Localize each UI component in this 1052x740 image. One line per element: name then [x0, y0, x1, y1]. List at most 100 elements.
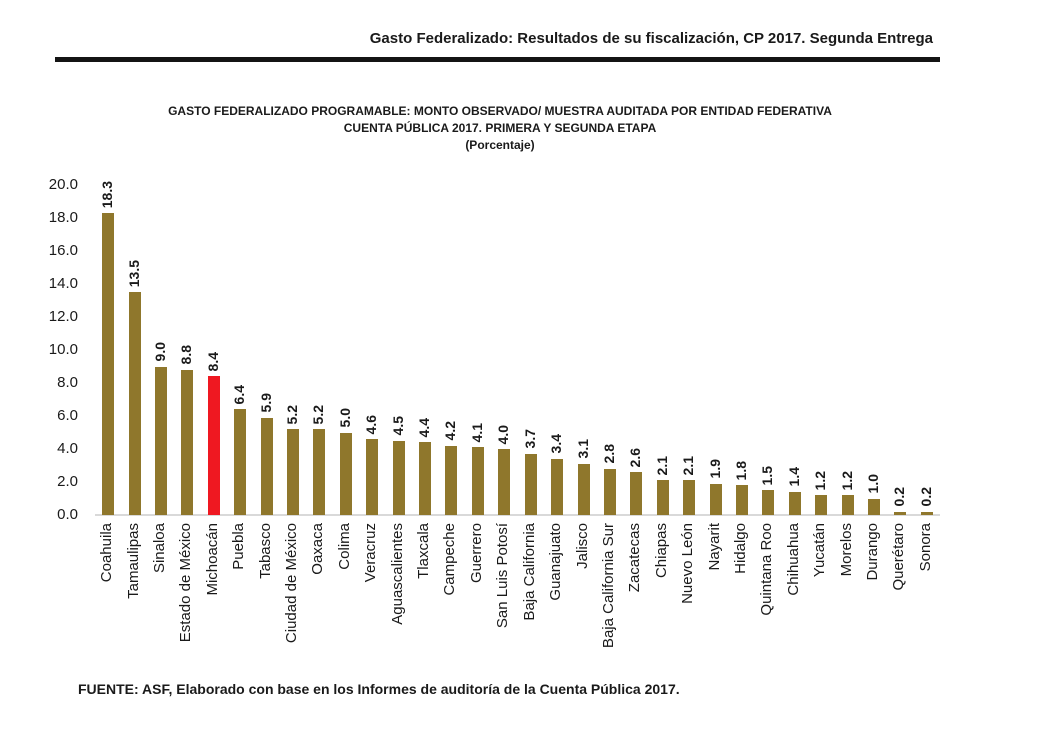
y-axis-tick-label: 14.0 — [48, 275, 78, 292]
bar-group: 1.2 Yucatán — [808, 185, 834, 577]
bar-category-label: Veracruz — [362, 523, 380, 583]
bar-category-label: Chiapas — [652, 523, 670, 579]
bar-value-label: 0.2 — [917, 487, 934, 507]
bar — [630, 472, 643, 515]
bar-category-label: Ciudad de México — [283, 523, 301, 644]
x-axis-line — [95, 514, 940, 516]
y-axis-tick-label: 8.0 — [57, 374, 78, 391]
bar-value-label: 2.1 — [680, 455, 697, 476]
bar-group: 2.1 Chiapas — [650, 185, 676, 578]
bar-category-label: Puebla — [230, 523, 248, 570]
bar-group: 1.2 Morelos — [834, 185, 860, 577]
bar-value-label: 2.1 — [653, 455, 670, 476]
bar-category-label: Tamaulipas — [124, 523, 142, 599]
bar — [445, 445, 458, 515]
bar-category-label: Colima — [335, 523, 353, 570]
bar-category-label: Estado de México — [177, 523, 195, 643]
bar-value-label: 1.9 — [706, 459, 723, 479]
bar-group: 5.9 Tabasco — [253, 185, 279, 579]
y-axis-tick-label: 4.0 — [57, 440, 78, 457]
bar-group: 8.8 Estado de México — [174, 185, 200, 642]
bar-group: 2.8 Baja California Sur — [597, 185, 623, 648]
bar-value-label: 1.2 — [812, 470, 829, 491]
bar-group: 9.0 Sinaloa — [148, 185, 174, 573]
header-divider-rule — [55, 57, 940, 62]
bar — [102, 213, 115, 515]
bar-highlighted — [207, 376, 220, 515]
bar-group: 1.5 Quintana Roo — [755, 185, 781, 616]
bar-value-label: 8.8 — [178, 345, 195, 365]
bar-category-label: Morelos — [837, 523, 855, 577]
bar — [260, 417, 273, 515]
bar-category-label: Quintana Roo — [758, 523, 776, 616]
bar-value-label: 3.7 — [521, 429, 538, 449]
bar-group: 4.2 Campeche — [438, 185, 464, 595]
bar-value-label: 5.2 — [284, 404, 301, 425]
bar-value-label: 9.0 — [152, 342, 169, 362]
bar-group: 0.2 Sonora — [914, 185, 940, 571]
bar-category-label: Guanajuato — [547, 523, 565, 601]
bar-category-label: Coahuila — [98, 523, 116, 583]
bar-category-label: Zacatecas — [626, 523, 644, 593]
bar-group: 4.6 Veracruz — [359, 185, 385, 583]
bar-category-label: Hidalgo — [731, 523, 749, 574]
y-axis-tick-label: 20.0 — [48, 176, 78, 193]
bar-value-label: 5.2 — [310, 404, 327, 425]
bar-category-label: Campeche — [441, 523, 459, 596]
bar-value-label: 1.4 — [785, 467, 802, 487]
bar — [551, 458, 564, 515]
bar-group: 3.4 Guanajuato — [544, 185, 570, 600]
bar-value-label: 4.0 — [495, 424, 512, 444]
bar-value-label: 6.4 — [231, 384, 248, 405]
bar-category-label: Tlaxcala — [415, 523, 433, 579]
y-axis-tick-label: 6.0 — [57, 407, 78, 424]
bar — [419, 442, 432, 515]
bar-value-label: 2.8 — [600, 444, 617, 464]
bar — [709, 483, 722, 515]
y-axis-tick-label: 16.0 — [48, 242, 78, 259]
bar — [735, 485, 748, 515]
bar-value-label: 1.8 — [732, 460, 749, 481]
bar-group: 1.9 Nayarit — [702, 185, 728, 570]
chart-title-line1: GASTO FEDERALIZADO PROGRAMABLE: MONTO OB… — [168, 104, 832, 118]
bar — [155, 366, 168, 515]
bar-category-label: Sinaloa — [151, 523, 169, 574]
bar-group: 8.4 Michoacán — [201, 185, 227, 596]
bar — [867, 498, 880, 515]
bar — [313, 429, 326, 515]
bar-value-label: 5.9 — [257, 393, 274, 413]
bar-value-label: 8.4 — [204, 351, 221, 372]
bar — [920, 511, 933, 515]
bar-group: 1.0 Durango — [861, 185, 887, 581]
bar-category-label: Durango — [863, 523, 881, 581]
bar-group: 1.8 Hidalgo — [729, 185, 755, 574]
bar-value-label: 4.2 — [442, 421, 459, 441]
bar-category-label: Nuevo León — [679, 523, 697, 604]
bar-group: 5.2 Ciudad de México — [280, 185, 306, 643]
bar-value-label: 4.5 — [389, 416, 406, 436]
bar-category-label: Yucatán — [811, 523, 829, 578]
bar — [471, 447, 484, 515]
bar-category-label: Sonora — [916, 523, 934, 572]
bar — [524, 453, 537, 515]
bar-category-label: Nayarit — [705, 523, 723, 571]
bar-group: 3.7 Baja California — [518, 185, 544, 620]
bar — [841, 495, 854, 515]
bar-group: 2.6 Zacatecas — [623, 185, 649, 593]
bar-category-label: Oaxaca — [309, 523, 327, 575]
bar — [788, 491, 801, 515]
chart-title-line2: CUENTA PÚBLICA 2017. PRIMERA Y SEGUNDA E… — [343, 121, 657, 135]
bar-group: 5.2 Oaxaca — [306, 185, 332, 575]
y-axis-tick-label: 18.0 — [48, 209, 78, 226]
bar-group: 4.0 San Luis Potosí — [491, 185, 517, 629]
bar-group: 0.2 Querétaro — [887, 185, 913, 590]
bar-group: 3.1 Jalisco — [570, 185, 596, 568]
page-header-title: Gasto Federalizado: Resultados de su fis… — [369, 30, 933, 47]
bar-value-label: 1.2 — [838, 470, 855, 491]
bar-chart: 0.0 2.0 4.0 6.0 8.0 10.0 12.0 14.0 16.0 18.0 20.0 … — [0, 176, 1052, 665]
bar-group: 6.4 Puebla — [227, 185, 253, 570]
bar-value-label: 2.6 — [627, 447, 644, 468]
chart-title-block: GASTO FEDERALIZADO PROGRAMABLE: MONTO OB… — [60, 103, 940, 154]
source-note: FUENTE: ASF, Elaborado con base en los I… — [78, 681, 680, 697]
